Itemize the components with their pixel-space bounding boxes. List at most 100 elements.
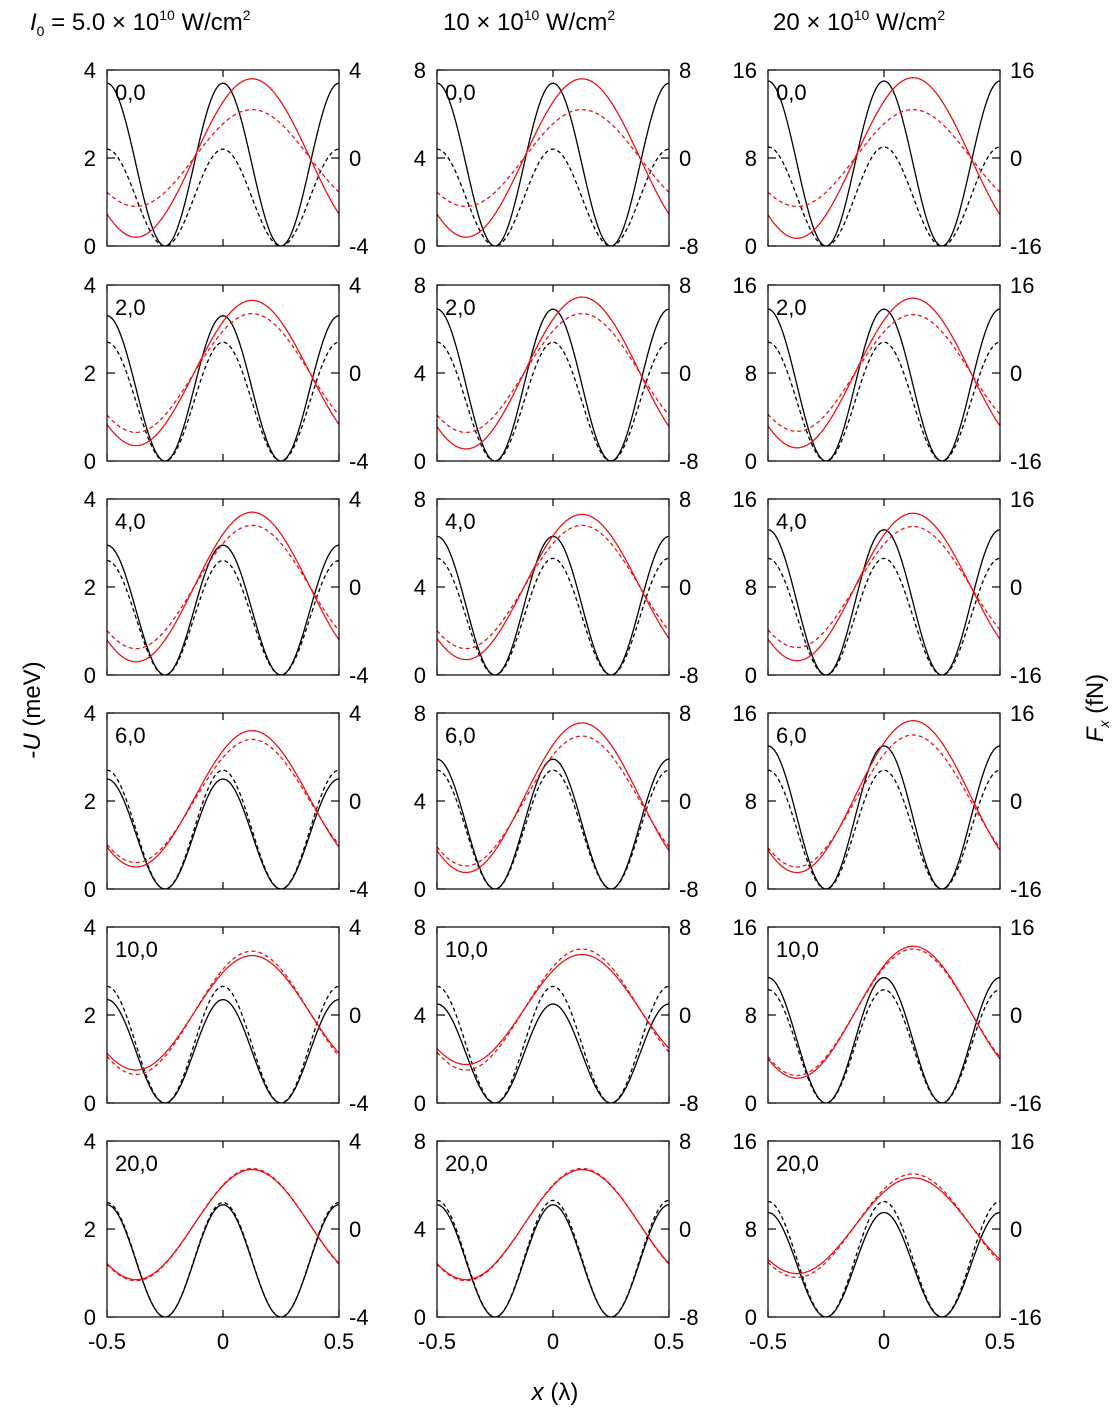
- panel-label: 6,0: [776, 723, 807, 748]
- force-solid-line: [768, 512, 1000, 662]
- left-y-tick-label: 4: [84, 58, 96, 83]
- right-y-tick-label: 8: [679, 915, 691, 940]
- right-y-tick-label: 0: [679, 361, 691, 386]
- right-y-tick-label: -8: [679, 877, 699, 902]
- right-y-tick-label: 0: [1010, 789, 1022, 814]
- potential-dashed-line: [768, 146, 1000, 246]
- force-solid-line: [768, 720, 1000, 874]
- panel-label: 20,0: [445, 1151, 488, 1176]
- potential-dashed-line: [768, 769, 1000, 889]
- panel-r1-c1: 0 4 8 -8 0 8 2,0: [414, 273, 699, 474]
- left-y-tick-label: 0: [84, 1091, 96, 1116]
- force-dashed-line: [768, 734, 1000, 868]
- x-tick-label: -0.5: [418, 1329, 456, 1354]
- panel-r5-c1: 048-808-0.5 0 0.520,0: [414, 1129, 699, 1354]
- panel-label: 20,0: [115, 1151, 158, 1176]
- force-solid-line: [437, 722, 669, 874]
- panel-label: 0,0: [445, 80, 476, 105]
- right-y-tick-label: 0: [1010, 146, 1022, 171]
- force-solid-line: [107, 78, 339, 238]
- left-y-tick-label: 4: [84, 701, 96, 726]
- left-y-tick-label: 4: [414, 575, 426, 600]
- potential-dashed-line: [107, 985, 339, 1103]
- force-solid-line: [437, 296, 669, 450]
- left-y-tick-label: 0: [745, 1305, 757, 1330]
- right-y-tick-label: 16: [1010, 273, 1034, 298]
- panel-label: 4,0: [115, 509, 146, 534]
- right-y-tick-label: 8: [679, 487, 691, 512]
- right-y-tick-label: -16: [1010, 1305, 1042, 1330]
- potential-solid-line: [107, 1204, 339, 1317]
- x-tick-label: 0: [878, 1329, 890, 1354]
- force-solid-line: [107, 299, 339, 447]
- potential-solid-line: [768, 529, 1000, 675]
- left-y-tick-label: 8: [414, 58, 426, 83]
- left-y-tick-label: 0: [84, 449, 96, 474]
- potential-dashed-line: [107, 1201, 339, 1317]
- force-dashed-line: [107, 108, 339, 208]
- right-y-tick-label: 0: [349, 1003, 361, 1028]
- right-y-tick-label: 8: [679, 273, 691, 298]
- left-y-tick-label: 0: [84, 234, 96, 259]
- right-y-tick-label: -4: [349, 1091, 369, 1116]
- left-y-tick-label: 16: [733, 701, 757, 726]
- potential-solid-line: [768, 745, 1000, 889]
- right-y-tick-label: 4: [349, 273, 361, 298]
- left-y-tick-label: 0: [745, 1091, 757, 1116]
- left-y-tick-label: 16: [733, 1129, 757, 1154]
- panel-r1-c0: 0 2 4 -4 0 4 2,0: [84, 273, 369, 474]
- potential-dashed-line: [768, 557, 1000, 675]
- potential-dashed-line: [437, 985, 669, 1103]
- potential-solid-line: [107, 82, 339, 246]
- left-y-tick-label: 4: [84, 1129, 96, 1154]
- left-y-tick-label: 4: [84, 487, 96, 512]
- panel-label: 10,0: [776, 937, 819, 962]
- left-y-tick-label: 2: [84, 361, 96, 386]
- panel-label: 6,0: [115, 723, 146, 748]
- left-y-tick-label: 2: [84, 1003, 96, 1028]
- panel-label: 2,0: [445, 295, 476, 320]
- left-y-tick-label: 0: [84, 663, 96, 688]
- left-y-tick-label: 0: [414, 1305, 426, 1330]
- panel-r0-c1: 0 4 8 -8 0 8 0,0: [414, 58, 699, 259]
- potential-solid-line: [437, 1204, 669, 1317]
- left-y-tick-label: 2: [84, 789, 96, 814]
- potential-dashed-line: [107, 148, 339, 246]
- left-y-tick-label: 4: [84, 273, 96, 298]
- panel-label: 4,0: [445, 509, 476, 534]
- force-dashed-line: [768, 525, 1000, 649]
- right-y-tick-label: 0: [349, 146, 361, 171]
- panel-r5-c0: 024-404-0.5 0 0.520,0: [84, 1129, 369, 1354]
- potential-solid-line: [437, 308, 669, 461]
- right-y-tick-label: 8: [679, 1129, 691, 1154]
- right-y-tick-label: 16: [1010, 58, 1034, 83]
- force-solid-line: [107, 511, 339, 663]
- potential-solid-line: [768, 308, 1000, 461]
- right-y-tick-label: -8: [679, 449, 699, 474]
- left-y-tick-label: 16: [733, 487, 757, 512]
- left-y-tick-label: 4: [414, 361, 426, 386]
- left-y-tick-label: 8: [414, 487, 426, 512]
- force-dashed-line: [768, 314, 1000, 432]
- left-y-tick-label: 8: [745, 789, 757, 814]
- right-y-tick-label: 0: [679, 146, 691, 171]
- right-y-tick-label: -16: [1010, 877, 1042, 902]
- potential-solid-line: [768, 976, 1000, 1103]
- x-tick-label: -0.5: [749, 1329, 787, 1354]
- x-tick-label: -0.5: [88, 1329, 126, 1354]
- column-title-2: 10 × 1010 W/cm2: [443, 7, 615, 36]
- left-y-tick-label: 16: [733, 915, 757, 940]
- panel-r3-c0: 0 2 4 -4 0 4 6,0: [84, 701, 369, 902]
- right-y-tick-label: 4: [349, 487, 361, 512]
- force-solid-line: [437, 78, 669, 238]
- left-y-tick-label: 0: [745, 449, 757, 474]
- potential-solid-line: [768, 1211, 1000, 1317]
- force-solid-line: [107, 1168, 339, 1281]
- left-y-tick-label: 16: [733, 273, 757, 298]
- right-y-tick-label: 4: [349, 1129, 361, 1154]
- panel-label: 10,0: [445, 937, 488, 962]
- force-solid-line: [107, 729, 339, 868]
- right-y-tick-label: 0: [1010, 1003, 1022, 1028]
